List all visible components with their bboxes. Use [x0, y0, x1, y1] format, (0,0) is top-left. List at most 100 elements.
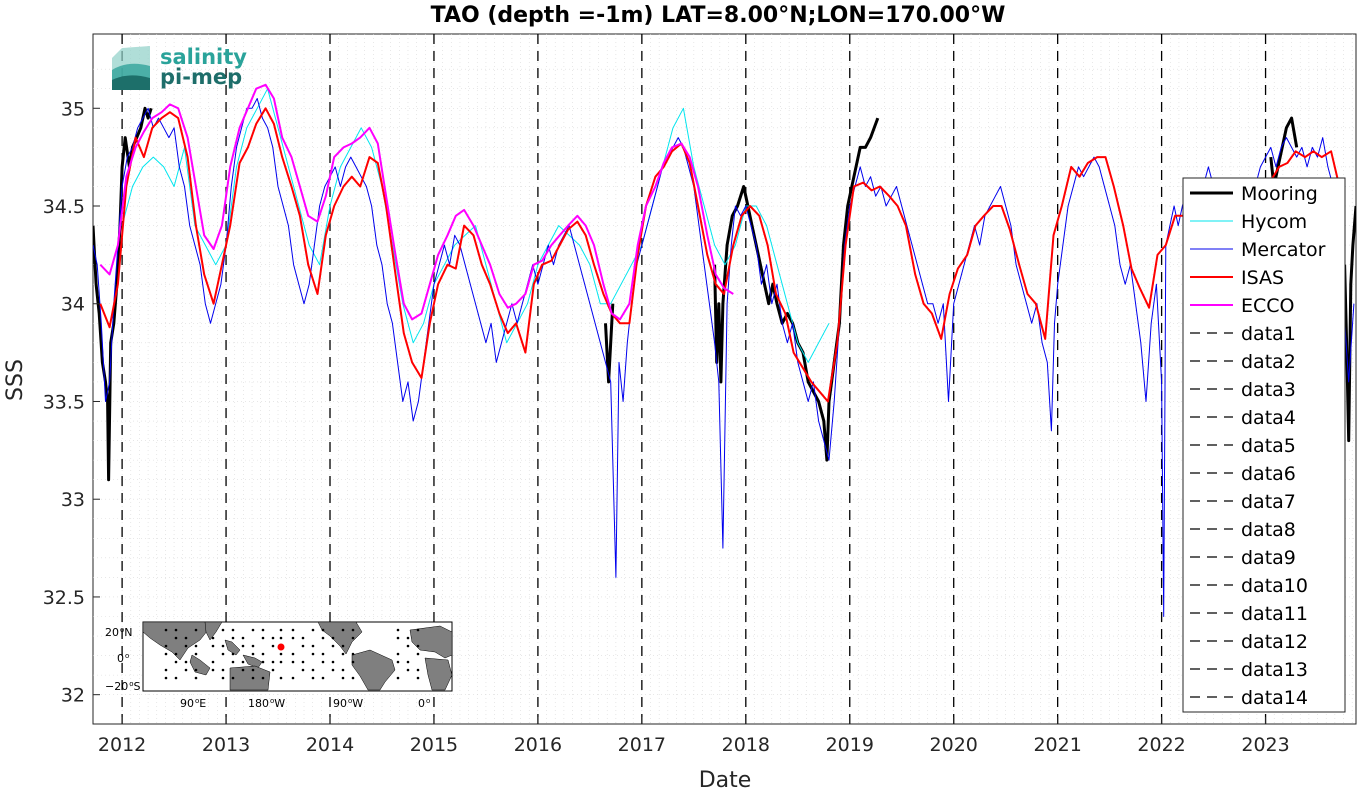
inset-mooring-dot [261, 636, 265, 640]
inset-mooring-dot [211, 644, 215, 648]
inset-mooring-dot [291, 676, 295, 680]
inset-mooring-dot [231, 660, 235, 664]
inset-mooring-dot [291, 652, 295, 656]
y-axis-label: SSS [3, 359, 28, 401]
inset-mooring-dot [331, 668, 335, 672]
legend-label: data9 [1241, 547, 1296, 569]
inset-mooring-dot [311, 652, 315, 656]
inset-mooring-dot [174, 660, 178, 664]
x-tick-label: 2022 [1137, 734, 1185, 756]
x-tick-label: 2020 [930, 734, 978, 756]
inset-mooring-dot [301, 668, 305, 672]
x-tick-label: 2019 [826, 734, 874, 756]
inset-mooring-dot [221, 628, 225, 632]
inset-mooring-dot [416, 676, 420, 680]
inset-mooring-dot [351, 652, 355, 656]
legend: Mooring Hycom Mercator ISAS ECCO data1 data2 da… [1182, 177, 1346, 713]
legend-label: Mercator [1241, 239, 1326, 261]
legend-label: data8 [1241, 519, 1296, 541]
inset-mooring-dot [194, 628, 198, 632]
x-tick-label: 2016 [514, 734, 562, 756]
legend-label: data11 [1241, 603, 1308, 625]
x-tick-label: 2015 [410, 734, 458, 756]
series-line-isas [99, 107, 1341, 403]
inset-mooring-dot [271, 636, 275, 640]
legend-label: data13 [1241, 659, 1308, 681]
legend-label: data10 [1241, 575, 1308, 597]
inset-mooring-dot [271, 660, 275, 664]
inset-mooring-dot [291, 628, 295, 632]
y-tick-label: 35 [61, 98, 85, 120]
inset-mooring-dot [164, 644, 168, 648]
x-tick-label: 2014 [306, 734, 354, 756]
inset-mooring-dot [231, 628, 235, 632]
inset-mooring-dot [164, 676, 168, 680]
x-axis-label: Date [699, 768, 752, 790]
inset-mooring-dot [184, 660, 188, 664]
inset-mooring-dot [241, 660, 245, 664]
inset-mooring-dot [279, 652, 283, 656]
y-tick-label: 32.5 [43, 587, 85, 609]
plot-area [92, 33, 1357, 725]
inset-lat-label-20s: −20oS [105, 680, 141, 693]
inset-mooring-dot [164, 652, 168, 656]
inset-map-location-marker [277, 643, 285, 651]
inset-mooring-dot [184, 668, 188, 672]
inset-mooring-dot [311, 676, 315, 680]
inset-lat-label-20n: 20oN [105, 626, 133, 639]
inset-mooring-dot [231, 652, 235, 656]
x-tick-label: 2012 [98, 734, 146, 756]
legend-label: Mooring [1241, 183, 1318, 205]
inset-mooring-dot [396, 628, 400, 632]
inset-mooring-dot [396, 676, 400, 680]
logo-text-pi-mep: pi-mep [160, 65, 242, 89]
inset-mooring-dot [311, 644, 315, 648]
legend-label: Hycom [1241, 211, 1307, 233]
inset-mooring-dot [416, 628, 420, 632]
inset-mooring-dot [221, 668, 225, 672]
inset-lon-label-0: 0o [418, 697, 430, 710]
inset-mooring-dot [321, 660, 325, 664]
inset-mooring-dot [251, 668, 255, 672]
inset-mooring-dot [301, 644, 305, 648]
legend-label: data6 [1241, 463, 1296, 485]
inset-map: 20oN 0o −20oS 90oE 180oW 90oW 0o [105, 621, 453, 710]
inset-mooring-dot [321, 628, 325, 632]
inset-mooring-dot [279, 628, 283, 632]
inset-mooring-dot [184, 644, 188, 648]
inset-mooring-dot [211, 668, 215, 672]
series-line-mooring [713, 117, 880, 462]
inset-mooring-dot [221, 644, 225, 648]
inset-mooring-dot [321, 636, 325, 640]
inset-lon-label-90e: 90oE [180, 697, 206, 710]
inset-mooring-dot [174, 652, 178, 656]
inset-mooring-dot [396, 652, 400, 656]
inset-lon-label-180w: 180oW [248, 697, 285, 710]
series-line-mooring [604, 303, 615, 384]
inset-mooring-dot [291, 660, 295, 664]
inset-mooring-dot [406, 644, 410, 648]
y-tick-label: 33.5 [43, 391, 85, 413]
inset-lat-label-0: 0o [117, 652, 129, 665]
inset-mooring-dot [416, 644, 420, 648]
inset-mooring-dot [174, 636, 178, 640]
inset-mooring-dot [241, 668, 245, 672]
inset-mooring-dot [406, 668, 410, 672]
x-tick-label: 2013 [202, 734, 250, 756]
logo-text-salinity: salinity [160, 45, 247, 69]
inset-mooring-dot [351, 660, 355, 664]
inset-mooring-dot [341, 668, 345, 672]
inset-mooring-dot [211, 636, 215, 640]
legend-label: ISAS [1241, 267, 1284, 289]
inset-mooring-dot [194, 668, 198, 672]
series-line-mercator [93, 98, 1355, 617]
legend-label: data3 [1241, 379, 1296, 401]
inset-mooring-dot [251, 652, 255, 656]
inset-mooring-dot [221, 676, 225, 680]
inset-mooring-dot [231, 636, 235, 640]
inset-mooring-dot [406, 660, 410, 664]
inset-mooring-dot [241, 636, 245, 640]
inset-mooring-dot [331, 660, 335, 664]
inset-mooring-dot [184, 636, 188, 640]
